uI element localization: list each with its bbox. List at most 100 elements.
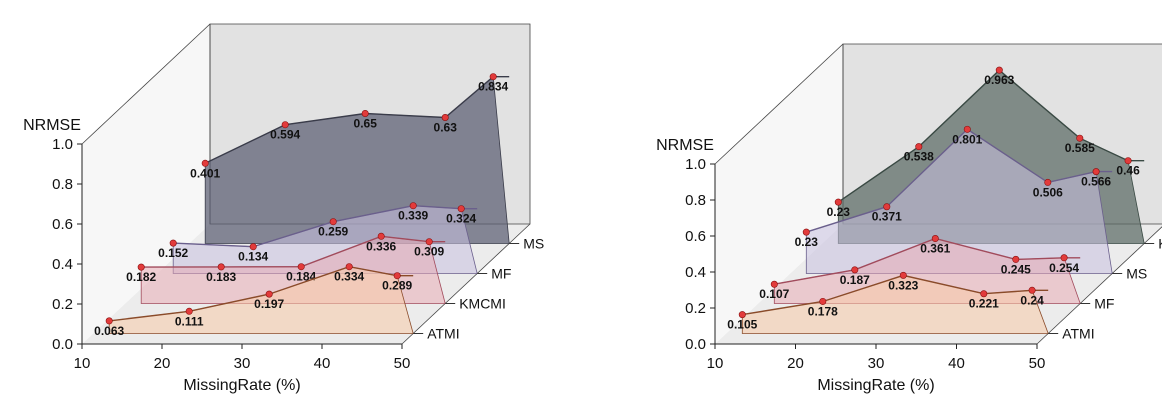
data-point [963,125,971,133]
y-tick-label: 0.6 [685,228,706,245]
data-point [738,311,746,319]
data-label: 0.221 [969,297,999,311]
data-point [441,114,449,122]
data-point [995,66,1003,74]
data-point [281,121,289,129]
data-label: 0.323 [888,278,918,292]
wall-edge-top [714,43,844,165]
series-ms: 0.23 0.371 0.801 0.506 0.566 MS [795,125,1147,282]
data-label: 0.566 [1081,175,1111,189]
data-label: 0.105 [727,318,757,332]
data-point [899,271,907,279]
series-label: MS [523,236,544,252]
data-point [1028,286,1036,294]
data-point [1076,134,1084,142]
data-point [217,263,225,271]
right-chart-panel: 0.23 0.538 0.963 0.585 0.46 KMCMI 0.23 0.371 0.8… [656,43,1162,394]
y-axis-label: NRMSE [23,117,81,134]
data-label: 0.65 [354,117,378,131]
x-tick-label: 40 [314,355,331,372]
data-label: 0.187 [840,273,870,287]
data-point [1124,157,1132,165]
data-point [297,263,305,271]
data-label: 0.254 [1049,261,1079,275]
series-atmi: 0.063 0.111 0.197 0.334 0.289 ATMI [94,263,460,342]
data-label: 0.182 [126,270,156,284]
y-tick-label: 0.2 [685,300,706,317]
series-label: MF [1094,296,1114,312]
data-label: 0.259 [318,225,348,239]
data-label: 0.134 [238,250,268,264]
data-label: 0.309 [414,245,444,259]
data-point [169,239,177,247]
data-point [425,238,433,246]
data-point [834,198,842,206]
data-point [409,202,417,210]
data-label: 0.63 [434,121,458,135]
data-label: 0.152 [158,246,188,260]
data-point [770,280,778,288]
data-label: 0.183 [206,270,236,284]
data-label: 0.197 [254,297,284,311]
data-point [201,159,209,167]
data-point [345,263,353,271]
data-point [980,290,988,298]
data-point [329,218,337,226]
data-label: 0.538 [904,150,934,164]
data-label: 0.245 [1001,262,1031,276]
series-label: ATMI [1062,326,1094,342]
data-point [377,232,385,240]
x-tick-label: 20 [154,355,171,372]
y-tick-label: 0.2 [52,296,73,313]
data-point [137,263,145,271]
data-label: 0.834 [478,80,508,94]
data-label: 0.23 [827,205,851,219]
y-axis-label: NRMSE [656,137,714,154]
data-label: 0.178 [808,304,838,318]
data-point [883,203,891,211]
data-label: 0.46 [1116,164,1140,178]
x-tick-label: 10 [74,355,91,372]
data-label: 0.336 [366,239,396,253]
data-label: 0.24 [1020,293,1044,307]
data-label: 0.594 [270,128,300,142]
data-point [489,73,497,81]
left-wall-plane [715,44,843,344]
series-label: MF [491,266,511,282]
x-axis-label: MissingRate (%) [817,377,934,394]
data-label: 0.063 [94,324,124,338]
data-label: 0.401 [190,166,220,180]
data-point [1060,254,1068,262]
data-label: 0.506 [1033,185,1063,199]
left-wall-plane [82,24,210,344]
x-tick-label: 20 [787,355,804,372]
series-label: MS [1126,266,1147,282]
data-point [457,205,465,213]
series-label: KMCMI [1158,236,1162,252]
data-point [1044,178,1052,186]
data-point [851,266,859,274]
series-atmi: 0.105 0.178 0.323 0.221 0.24 ATMI [727,271,1095,342]
data-label: 0.111 [175,314,204,328]
y-tick-label: 1.0 [52,136,73,153]
data-point [1012,255,1020,263]
y-tick-label: 0.6 [52,216,73,233]
data-label: 0.324 [446,212,476,226]
data-point [819,297,827,305]
x-tick-label: 30 [868,355,885,372]
y-tick-label: 0.0 [52,336,73,353]
data-point [185,307,193,315]
floor-edge-right [1036,226,1162,345]
wall-edge-top [81,23,211,145]
series-ms: 0.401 0.594 0.65 0.63 0.834 MS [190,73,544,252]
data-label: 0.371 [872,210,902,224]
y-tick-label: 1.0 [685,156,706,173]
data-label: 0.801 [952,132,982,146]
x-tick-label: 30 [234,355,251,372]
data-point [1092,168,1100,176]
data-label: 0.361 [920,242,950,256]
x-tick-label: 50 [1029,355,1046,372]
data-label: 0.339 [398,209,428,223]
data-point [915,143,923,151]
